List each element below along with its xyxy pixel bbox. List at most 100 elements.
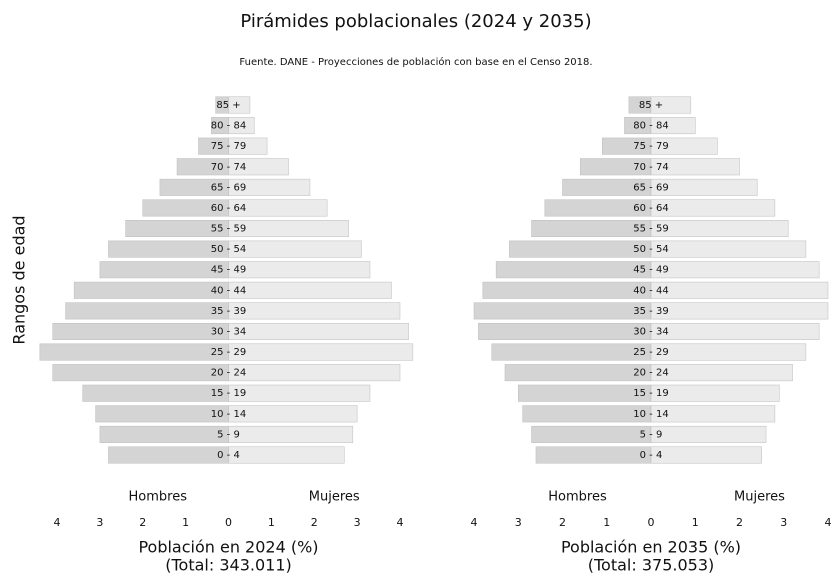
- age-label: 65 - 69: [211, 182, 246, 193]
- bar: [518, 384, 652, 402]
- bar: [650, 322, 820, 340]
- x-tick-label: 3: [96, 516, 103, 529]
- age-label: 80 - 84: [633, 121, 668, 132]
- bar: [522, 405, 652, 423]
- age-label: 20 - 24: [633, 368, 668, 379]
- bar: [650, 343, 807, 361]
- x-axis-total: (Total: 375.053): [588, 556, 715, 575]
- bar: [650, 302, 829, 320]
- bar: [650, 199, 776, 217]
- bar: [228, 178, 311, 196]
- x-tick-label: 1: [268, 516, 275, 529]
- age-label: 25 - 29: [633, 347, 668, 358]
- age-label: 40 - 44: [633, 285, 668, 296]
- bar: [39, 343, 229, 361]
- age-label: 0 - 4: [217, 450, 240, 461]
- bar: [650, 261, 820, 279]
- x-axis-label: Población en 2024 (%): [138, 538, 318, 557]
- age-label: 45 - 49: [633, 265, 668, 276]
- age-label: 10 - 14: [633, 409, 668, 420]
- chart-title: Pirámides poblacionales (2024 y 2035): [240, 11, 591, 32]
- bar: [108, 446, 229, 464]
- x-tick-label: 3: [354, 516, 361, 529]
- age-label: 15 - 19: [633, 388, 668, 399]
- age-label: 10 - 14: [211, 409, 246, 420]
- x-tick-label: 4: [397, 516, 404, 529]
- x-tick-label: 1: [603, 516, 610, 529]
- bar: [650, 96, 692, 114]
- age-label: 40 - 44: [211, 285, 246, 296]
- bar: [228, 405, 358, 423]
- legend-label: Mujeres: [734, 490, 785, 505]
- bar: [650, 405, 776, 423]
- age-label: 30 - 34: [633, 326, 668, 337]
- bar: [650, 158, 740, 176]
- age-label: 55 - 59: [211, 224, 246, 235]
- bar: [650, 446, 762, 464]
- x-tick-label: 1: [182, 516, 189, 529]
- age-label: 35 - 39: [633, 306, 668, 317]
- legend-label: Hombres: [129, 490, 188, 505]
- age-label: 65 - 69: [633, 182, 668, 193]
- bar: [228, 240, 362, 258]
- bar: [495, 261, 652, 279]
- bar: [478, 322, 652, 340]
- x-tick-label: 2: [559, 516, 566, 529]
- age-label: 25 - 29: [211, 347, 246, 358]
- age-label: 30 - 34: [211, 326, 246, 337]
- bar: [650, 425, 767, 443]
- x-tick-label: 3: [780, 516, 787, 529]
- bar: [228, 261, 371, 279]
- x-tick-label: 2: [311, 516, 318, 529]
- bar: [509, 240, 652, 258]
- bar: [650, 281, 829, 299]
- x-tick-label: 4: [54, 516, 61, 529]
- age-label: 5 - 9: [640, 429, 663, 440]
- bar: [52, 364, 229, 382]
- bar: [650, 117, 696, 135]
- bar: [491, 343, 652, 361]
- bar: [228, 117, 255, 135]
- bar: [650, 240, 807, 258]
- x-tick-label: 1: [692, 516, 699, 529]
- bar: [650, 178, 758, 196]
- y-axis-label: Rangos de edad: [10, 215, 29, 344]
- bar: [650, 137, 718, 155]
- age-label: 70 - 74: [633, 162, 668, 173]
- bar: [228, 199, 328, 217]
- x-tick-label: 4: [471, 516, 478, 529]
- bar: [228, 364, 401, 382]
- age-label: 45 - 49: [211, 265, 246, 276]
- x-tick-label: 3: [515, 516, 522, 529]
- age-label: 70 - 74: [211, 162, 246, 173]
- bar: [65, 302, 229, 320]
- bar: [228, 96, 251, 114]
- age-label: 20 - 24: [211, 368, 246, 379]
- bar: [650, 220, 789, 238]
- bar: [99, 261, 229, 279]
- bar: [650, 384, 780, 402]
- legend-label: Mujeres: [309, 490, 360, 505]
- bar: [228, 302, 401, 320]
- legend-label: Hombres: [548, 490, 607, 505]
- bar: [82, 384, 229, 402]
- age-label: 60 - 64: [633, 203, 668, 214]
- bar: [531, 425, 652, 443]
- bar: [228, 425, 354, 443]
- x-tick-label: 2: [139, 516, 146, 529]
- x-axis-label: Población en 2035 (%): [561, 538, 741, 557]
- x-tick-label: 0: [648, 516, 655, 529]
- age-label: 85 +: [216, 100, 240, 111]
- bar: [535, 446, 652, 464]
- age-label: 50 - 54: [211, 244, 246, 255]
- x-tick-label: 2: [736, 516, 743, 529]
- bar: [95, 405, 229, 423]
- chart-subtitle: Fuente. DANE - Proyecciones de población…: [239, 56, 592, 68]
- age-label: 80 - 84: [211, 121, 246, 132]
- age-label: 35 - 39: [211, 306, 246, 317]
- age-label: 0 - 4: [640, 450, 663, 461]
- age-label: 50 - 54: [633, 244, 668, 255]
- bar: [228, 137, 268, 155]
- bar: [482, 281, 652, 299]
